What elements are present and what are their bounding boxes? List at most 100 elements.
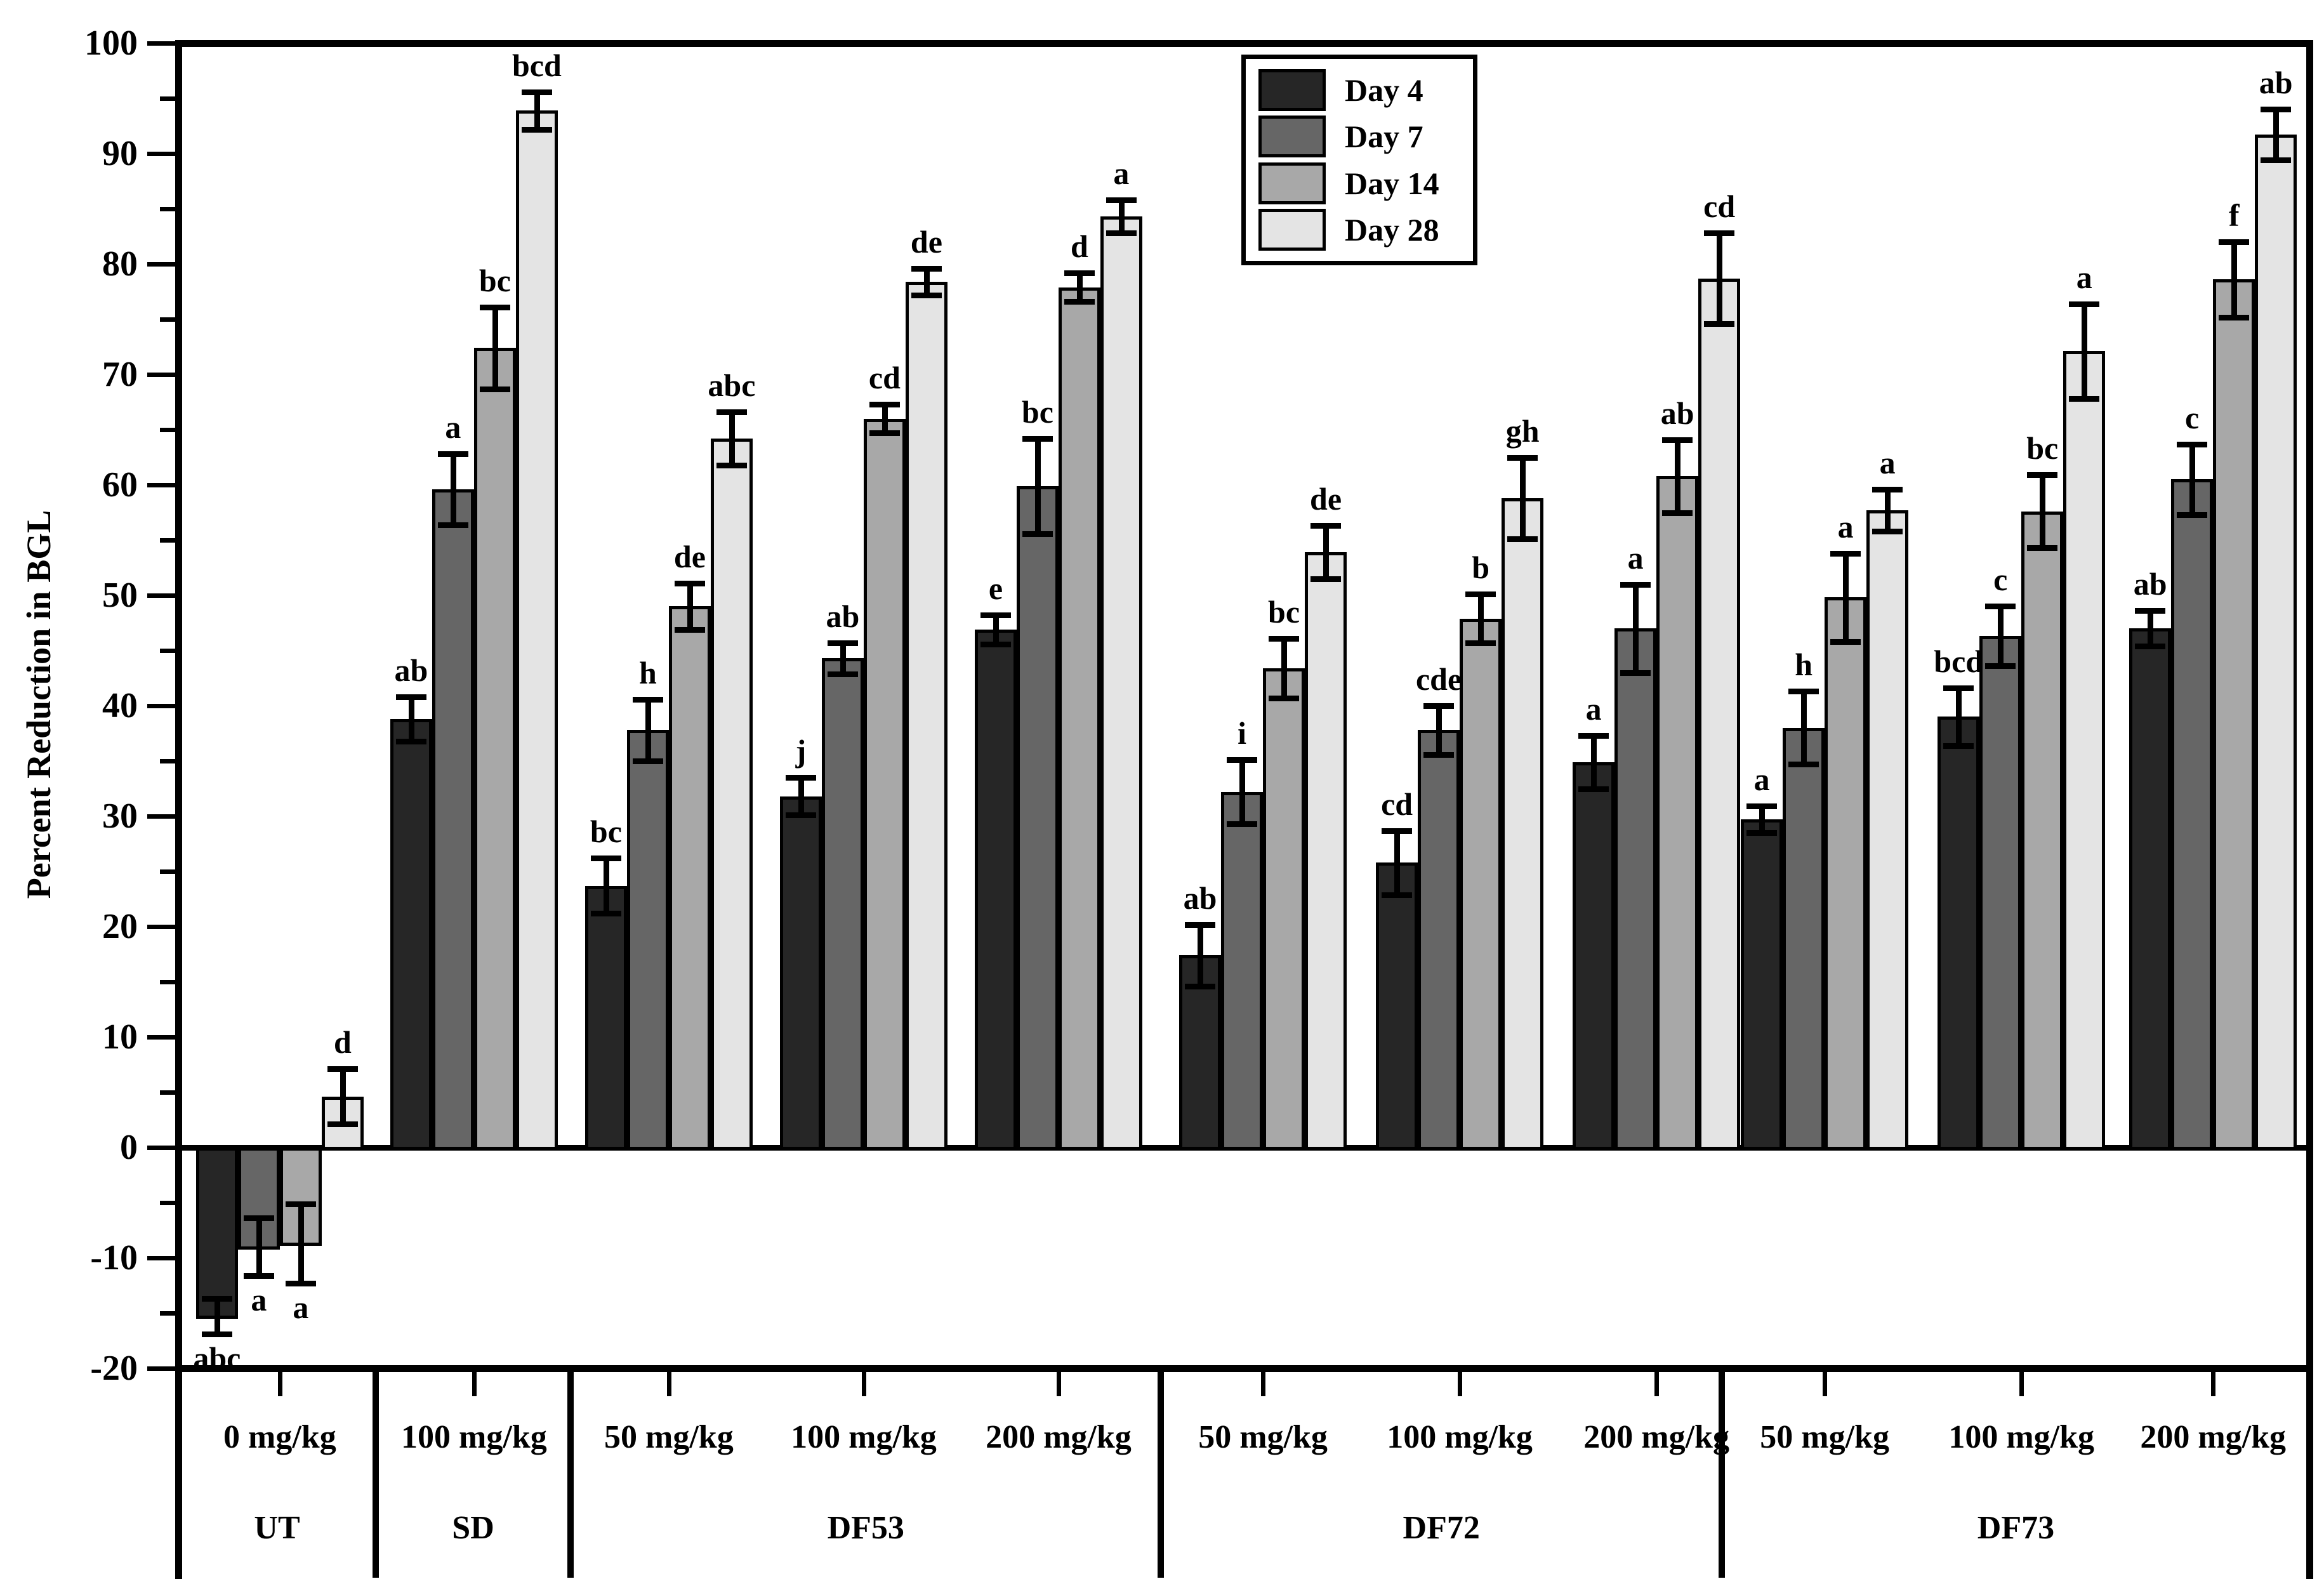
significance-letter: c xyxy=(2185,399,2200,435)
error-bar xyxy=(1759,806,1766,833)
error-bar-cap-bottom xyxy=(285,1281,316,1287)
significance-letter: de xyxy=(910,223,942,260)
error-bar-cap-bottom xyxy=(1106,230,1137,237)
x-cluster-tick xyxy=(1056,1372,1061,1396)
significance-letter: bc xyxy=(2026,430,2059,466)
error-bar-cap-top xyxy=(1830,550,1861,557)
significance-letter: de xyxy=(673,538,706,574)
significance-letter: i xyxy=(1238,715,1246,751)
bar-day14-df73-200mg/kg xyxy=(2213,279,2255,1150)
x-dose-label: 200 mg/kg xyxy=(1583,1419,1729,1455)
error-bar-cap-bottom xyxy=(1269,695,1300,701)
error-bar-cap-bottom xyxy=(1507,536,1538,543)
error-bar-cap-bottom xyxy=(201,1331,232,1338)
x-dose-label: 200 mg/kg xyxy=(986,1419,1132,1455)
significance-letter: a xyxy=(1585,690,1602,727)
significance-letter: gh xyxy=(1505,413,1540,449)
x-dose-label: 100 mg/kg xyxy=(1948,1419,2095,1455)
error-bar-cap-bottom xyxy=(1578,786,1609,792)
bar-day4-df73-50mg/kg xyxy=(1741,819,1783,1150)
error-bar xyxy=(1034,438,1041,534)
error-bar-cap-top xyxy=(2135,608,2166,614)
error-bar xyxy=(993,615,999,644)
error-bar-cap-top xyxy=(1985,604,2016,610)
error-bar-cap-bottom xyxy=(911,292,942,298)
significance-letter: abc xyxy=(708,367,756,404)
significance-letter: cde xyxy=(1415,661,1462,697)
x-cluster-tick xyxy=(2019,1372,2024,1396)
error-bar-cap-top xyxy=(980,612,1011,619)
error-bar-cap-top xyxy=(2261,107,2292,113)
error-bar-cap-bottom xyxy=(437,522,468,528)
error-bar-cap-top xyxy=(479,304,510,310)
error-bar-cap-bottom xyxy=(1985,663,2016,670)
significance-letter: bcd xyxy=(1934,644,1984,680)
error-bar-cap-bottom xyxy=(1185,983,1216,989)
error-bar-cap-top xyxy=(1872,486,1903,492)
error-bar xyxy=(1633,584,1639,673)
x-cluster-tick xyxy=(666,1372,671,1396)
bar-day14-df73-100mg/kg xyxy=(2021,511,2064,1150)
significance-letter: ab xyxy=(2133,566,2167,602)
error-bar-cap-top xyxy=(1382,828,1413,834)
x-dose-label: 50 mg/kg xyxy=(1198,1419,1328,1455)
bar-day14-df53-200mg/kg xyxy=(1058,287,1100,1150)
y-tick-label: 90 xyxy=(102,134,138,173)
legend-swatch xyxy=(1258,116,1326,158)
y-major-tick xyxy=(147,1035,175,1040)
significance-letter: a xyxy=(293,1290,309,1326)
error-bar xyxy=(881,404,888,433)
y-minor-tick xyxy=(160,538,175,543)
significance-letter: a xyxy=(1837,508,1854,545)
error-bar xyxy=(492,307,498,389)
error-bar-cap-top xyxy=(1465,591,1496,598)
error-bar xyxy=(687,583,693,630)
error-bar-cap-bottom xyxy=(327,1121,358,1128)
y-major-tick xyxy=(147,704,175,708)
bar-day7-df53-200mg/kg xyxy=(1016,486,1059,1150)
y-minor-tick xyxy=(160,1201,175,1205)
error-bar xyxy=(450,454,456,525)
significance-letter: a xyxy=(1753,762,1770,798)
x-section-label: UT xyxy=(254,1510,300,1546)
x-section-divider xyxy=(1718,1368,1725,1578)
significance-letter: a xyxy=(445,409,461,446)
y-major-tick xyxy=(147,814,175,819)
y-major-tick xyxy=(147,1256,175,1260)
y-minor-tick xyxy=(160,649,175,653)
error-bar xyxy=(2189,444,2196,515)
y-tick-label: 20 xyxy=(102,907,138,946)
error-bar-cap-bottom xyxy=(2069,396,2100,402)
error-bar xyxy=(340,1069,346,1125)
error-bar-cap-bottom xyxy=(2027,545,2058,552)
error-bar-cap-top xyxy=(243,1215,274,1222)
error-bar xyxy=(2231,242,2238,317)
legend-label: Day 4 xyxy=(1345,72,1423,108)
bar-day28-df72-100mg/kg xyxy=(1502,498,1544,1150)
x-section-divider xyxy=(567,1368,574,1578)
error-bar xyxy=(1198,924,1204,986)
error-bar-cap-top xyxy=(1578,732,1609,739)
error-bar xyxy=(1675,439,1681,513)
error-bar-cap-top xyxy=(590,856,621,862)
error-bar-cap-bottom xyxy=(521,126,552,133)
bar-day7-df72-100mg/kg xyxy=(1418,730,1460,1150)
error-bar-cap-bottom xyxy=(2135,644,2166,650)
error-bar-cap-top xyxy=(785,775,816,781)
y-tick-label: 0 xyxy=(120,1128,138,1167)
y-minor-tick xyxy=(160,1090,175,1095)
y-tick-label: 10 xyxy=(102,1017,138,1057)
error-bar-cap-top xyxy=(201,1296,232,1302)
error-bar xyxy=(1956,688,1962,746)
error-bar xyxy=(2148,611,2154,647)
y-major-tick xyxy=(147,41,175,46)
significance-letter: ab xyxy=(1660,395,1694,431)
significance-letter: bcd xyxy=(512,47,562,83)
significance-letter: f xyxy=(2228,197,2240,234)
error-bar-cap-bottom xyxy=(1662,510,1693,516)
plot-frame-top xyxy=(175,40,2313,47)
bar-day14-df53-50mg/kg xyxy=(668,606,711,1150)
error-bar xyxy=(1239,760,1246,824)
bar-day7-df73-100mg/kg xyxy=(1979,636,2022,1150)
